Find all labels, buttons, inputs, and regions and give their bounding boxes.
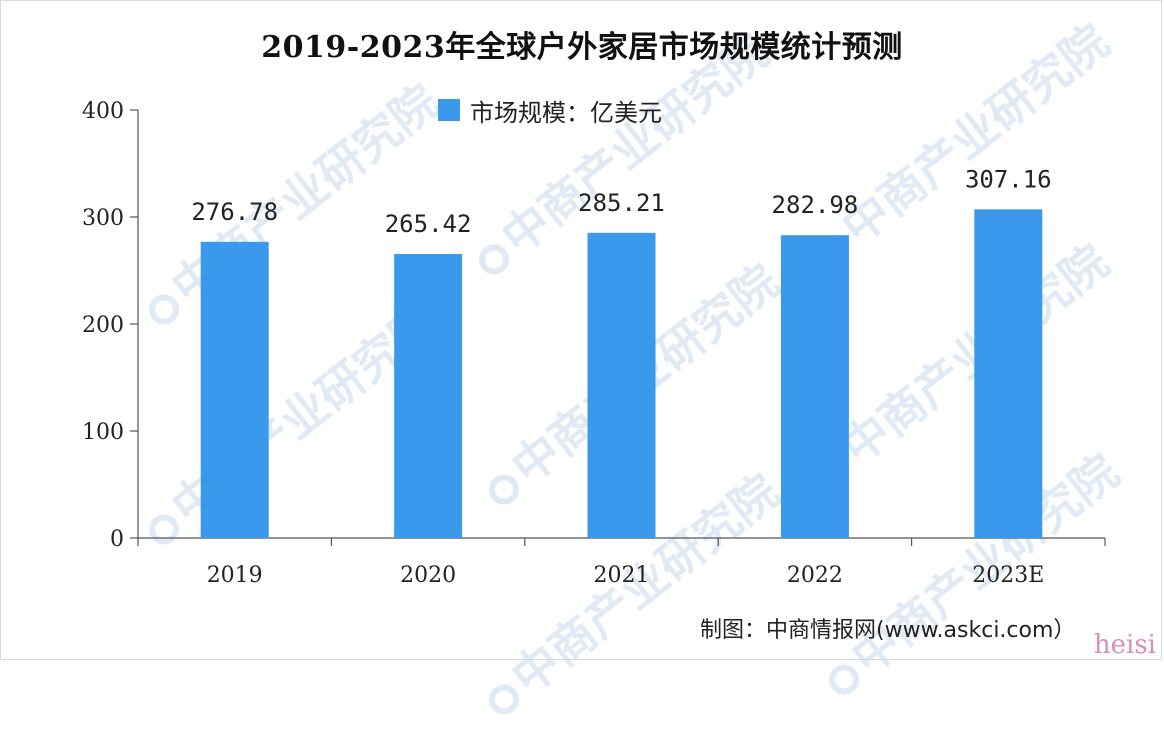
x-tick-label-2021: 2021 [594,563,650,588]
chart-title: 2019-2023年全球户外家居市场规模统计预测 [261,30,903,65]
data-label-2023E: 307.16 [965,165,1052,193]
y-tick-label: 300 [82,206,124,231]
data-label-2022: 282.98 [772,191,859,219]
x-tick-label-2020: 2020 [400,563,456,588]
legend-label: 市场规模：亿美元 [470,98,662,127]
bars [200,209,1043,538]
bar-2021 [587,232,656,538]
bar-2020 [394,254,463,538]
bar-2022 [780,235,849,538]
watermark-logo-icon [822,658,865,701]
y-tick-label: 100 [82,420,124,445]
x-tick-label-2023E: 2023E [972,563,1044,588]
axes: 0 100 200 300 400 2019 2020 2021 2022 2023E [82,99,1106,588]
data-label-2020: 265.42 [385,210,472,238]
y-tick-label: 400 [82,99,124,124]
corner-mark: heisi [1093,630,1156,660]
x-tick-label-2022: 2022 [787,563,843,588]
data-label-2021: 285.21 [578,189,665,217]
data-labels: 276.78 265.42 285.21 282.98 307.16 [191,165,1051,238]
y-tick-label: 200 [82,313,124,338]
chart-frame [0,0,1162,660]
x-tick-label-2019: 2019 [207,563,263,588]
watermark-logo-icon [482,678,525,721]
data-label-2019: 276.78 [191,198,278,226]
bar-2019 [200,241,269,538]
legend-swatch [438,99,460,121]
bar-2023E [974,209,1043,538]
legend: 市场规模：亿美元 [438,94,662,127]
bar-chart: 0 100 200 300 400 2019 2020 2021 2022 2023E 276.7… [82,99,1106,588]
y-tick-label: 0 [110,527,124,552]
source-note: 制图：中商情报网(www.askci.com） [700,618,1076,643]
